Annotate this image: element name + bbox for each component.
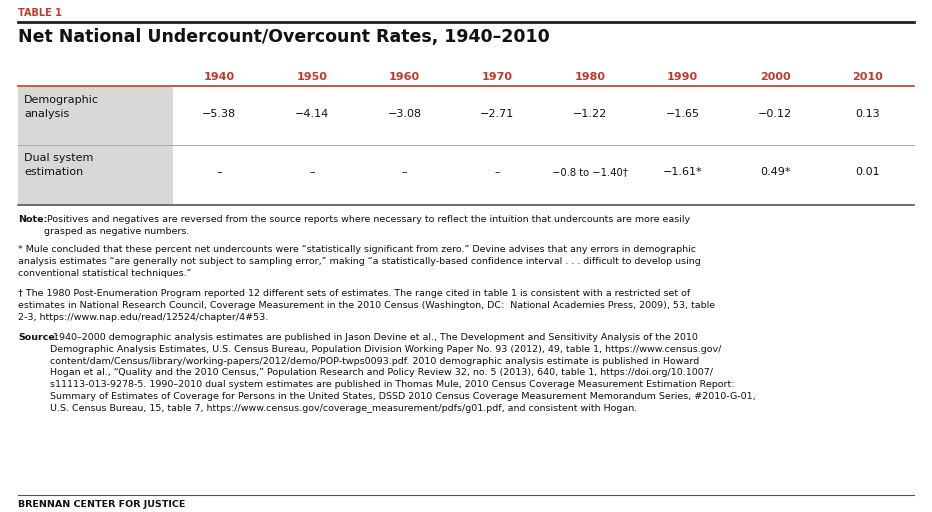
Text: BRENNAN CENTER FOR JUSTICE: BRENNAN CENTER FOR JUSTICE: [18, 500, 185, 509]
Text: 1940–2000 demographic analysis estimates are published in Jason Devine et al., T: 1940–2000 demographic analysis estimates…: [50, 333, 756, 413]
Text: −2.71: −2.71: [480, 109, 514, 119]
Text: 1990: 1990: [667, 72, 698, 82]
Text: −5.38: −5.38: [202, 109, 237, 119]
Text: Demographic
analysis: Demographic analysis: [24, 95, 99, 119]
Text: Positives and negatives are reversed from the source reports where necessary to : Positives and negatives are reversed fro…: [44, 215, 690, 236]
Text: –: –: [494, 167, 500, 177]
Text: Note:: Note:: [18, 215, 48, 224]
Text: 0.01: 0.01: [856, 167, 880, 177]
Text: 1970: 1970: [482, 72, 513, 82]
Text: −1.65: −1.65: [665, 109, 699, 119]
Text: –: –: [309, 167, 315, 177]
Text: 2010: 2010: [852, 72, 883, 82]
Text: 0.13: 0.13: [856, 109, 880, 119]
Text: −0.12: −0.12: [758, 109, 792, 119]
Text: 2000: 2000: [760, 72, 790, 82]
Text: 0.49*: 0.49*: [760, 167, 790, 177]
Text: −3.08: −3.08: [388, 109, 421, 119]
Text: −1.22: −1.22: [572, 109, 607, 119]
Text: Net National Undercount/Overcount Rates, 1940–2010: Net National Undercount/Overcount Rates,…: [18, 28, 550, 46]
Text: * Mule concluded that these percent net undercounts were “statistically signific: * Mule concluded that these percent net …: [18, 245, 701, 278]
Bar: [18, 87, 173, 145]
Text: –: –: [216, 167, 222, 177]
Text: 1960: 1960: [389, 72, 420, 82]
Text: –: –: [402, 167, 407, 177]
Text: † The 1980 Post-Enumeration Program reported 12 different sets of estimates. The: † The 1980 Post-Enumeration Program repo…: [18, 289, 715, 322]
Text: 1980: 1980: [574, 72, 605, 82]
Text: Source:: Source:: [18, 333, 59, 342]
Text: TABLE 1: TABLE 1: [18, 8, 62, 18]
Text: 1950: 1950: [296, 72, 327, 82]
Text: −1.61*: −1.61*: [663, 167, 702, 177]
Bar: [18, 145, 173, 205]
Text: Dual system
estimation: Dual system estimation: [24, 153, 93, 177]
Text: −0.8 to −1.40†: −0.8 to −1.40†: [552, 167, 628, 177]
Text: −4.14: −4.14: [295, 109, 329, 119]
Text: 1940: 1940: [204, 72, 235, 82]
